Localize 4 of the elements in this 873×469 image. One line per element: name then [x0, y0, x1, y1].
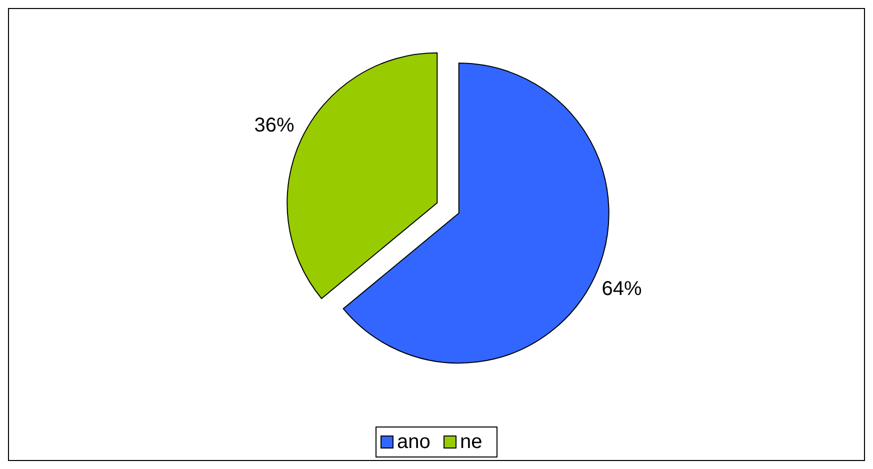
- data-label: 36%: [254, 114, 295, 137]
- legend-label: ano: [397, 431, 430, 453]
- data-label: 64%: [602, 278, 642, 300]
- legend-label: ne: [460, 431, 482, 453]
